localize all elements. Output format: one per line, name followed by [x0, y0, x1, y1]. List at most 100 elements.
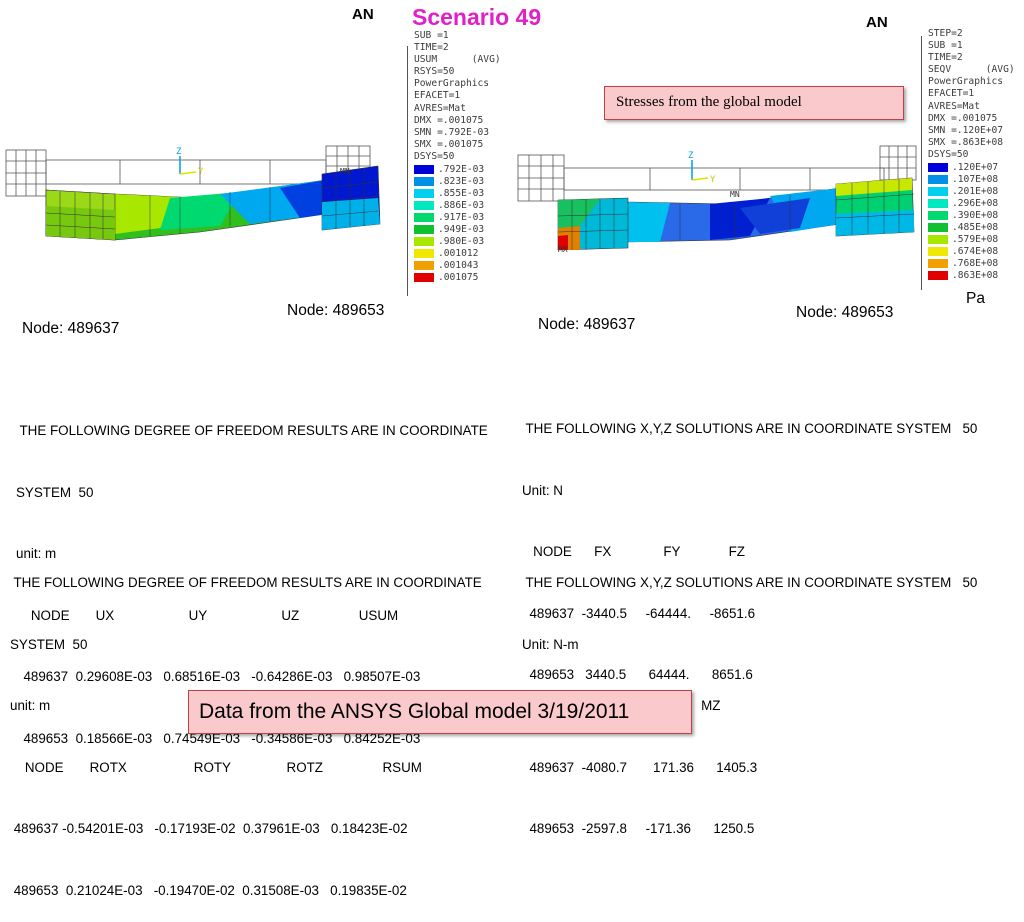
right-legend-row: .120E+07	[928, 161, 1015, 173]
right-legend-swatch	[928, 174, 948, 184]
left-plot-divider	[407, 46, 408, 296]
node-label-left-489653: Node: 489653	[287, 302, 385, 319]
right-legend-swatch	[928, 198, 948, 208]
dof-translation-block: THE FOLLOWING DEGREE OF FREEDOM RESULTS …	[16, 380, 488, 770]
left-plot-panel: Z Y MN SUB =1 TIME=2 USUM (AVG) RSYS=50 …	[0, 28, 520, 296]
left-info-line: USUM (AVG)	[414, 54, 501, 66]
left-legend-label: .001012	[438, 248, 479, 260]
right-legend-row: .107E+08	[928, 173, 1015, 185]
right-info-line: TIME=2	[928, 52, 963, 64]
left-legend-swatch	[414, 200, 434, 210]
footer-note-box: Data from the ANSYS Global model 3/19/20…	[188, 690, 692, 734]
left-info-line: DMX =.001075	[414, 114, 484, 126]
stress-note-text: Stresses from the global model	[616, 94, 802, 110]
right-plot-divider	[921, 36, 922, 290]
force-solution-row: 489653 3440.5 64444. 8651.6	[522, 667, 753, 682]
left-legend-row: .823E-03	[414, 175, 501, 187]
right-legend-swatch	[928, 247, 948, 257]
force-solution-block: THE FOLLOWING X,Y,Z SOLUTIONS ARE IN COO…	[522, 378, 977, 706]
left-legend-label: .855E-03	[438, 187, 485, 199]
left-legend-row: .792E-03	[414, 163, 501, 175]
left-legend-row: .980E-03	[414, 236, 501, 248]
right-info-line: AVRES=Mat	[928, 100, 980, 112]
right-info-line: EFACET=1	[928, 88, 975, 100]
left-axis-y-label: Y	[198, 167, 204, 177]
left-legend-swatch	[414, 273, 434, 283]
ansys-logo-text: AN	[866, 14, 888, 31]
left-info-line: TIME=2	[414, 42, 449, 54]
moment-solution-unit: Unit: N-m	[522, 636, 579, 652]
right-legend-label: .863E+08	[952, 270, 999, 282]
dof-translation-header: NODE UX UY UZ USUM	[16, 607, 399, 623]
left-legend-row: .001012	[414, 248, 501, 260]
left-legend-row: .949E-03	[414, 224, 501, 236]
right-legend-swatch	[928, 235, 948, 245]
force-solution-header: NODE FX FY FZ	[522, 544, 745, 559]
left-legend-label: .823E-03	[438, 175, 485, 187]
left-plot-info: SUB =1 TIME=2 USUM (AVG) RSYS=50 PowerGr…	[414, 30, 501, 284]
right-legend-label: .107E+08	[952, 173, 999, 185]
left-legend-row: .001043	[414, 260, 501, 272]
force-solution-row: 489637 -3440.5 -64444. -8651.6	[522, 605, 756, 621]
left-legend-swatch	[414, 188, 434, 198]
ansys-logo-text: AN	[352, 6, 374, 23]
right-legend-swatch	[928, 162, 948, 172]
dof-rotation-row: 489653 0.21024E-03 -0.19470E-02 0.31508E…	[10, 882, 407, 898]
left-legend-label: .001075	[438, 272, 479, 284]
left-info-line: SMX =.001075	[414, 138, 484, 150]
right-legend-label: .201E+08	[952, 185, 999, 197]
right-info-line: SUB =1	[928, 40, 963, 52]
right-info-line: SMN =.120E+07	[928, 124, 1004, 136]
left-legend-row: .855E-03	[414, 187, 501, 199]
left-info-line: EFACET=1	[414, 90, 461, 102]
left-axis-z-label: Z	[176, 147, 182, 157]
right-axis-y-label: Y	[710, 175, 716, 185]
left-legend-label: .980E-03	[438, 236, 485, 248]
dof-translation-row: 489653 0.18566E-03 0.74549E-03 -0.34586E…	[16, 730, 421, 746]
stress-unit-label: Pa	[966, 290, 985, 307]
right-info-line: DMX =.001075	[928, 112, 998, 124]
right-legend-row: .674E+08	[928, 246, 1015, 258]
right-info-line: DSYS=50	[928, 148, 969, 160]
right-legend-label: .579E+08	[952, 234, 999, 246]
right-mx-marker: MX	[558, 245, 568, 254]
dof-translation-row: 489637 0.29608E-03 0.68516E-03 -0.64286E…	[16, 669, 421, 684]
left-legend-swatch	[414, 249, 434, 259]
left-legend-label: .001043	[438, 260, 479, 272]
left-legend-label: .886E-03	[438, 199, 485, 211]
right-legend-row: .768E+08	[928, 258, 1015, 270]
right-legend-row: .296E+08	[928, 197, 1015, 209]
right-legend-label: .296E+08	[952, 197, 999, 209]
ansys-logo-left: AN	[352, 6, 374, 23]
right-legend-swatch	[928, 223, 948, 233]
right-legend-swatch	[928, 186, 948, 196]
left-legend-label: .792E-03	[438, 163, 485, 175]
left-info-line: DSYS=50	[414, 150, 455, 162]
right-legend-label: .390E+08	[952, 209, 999, 221]
dof-rotation-unit: unit: m	[10, 698, 51, 713]
ansys-logo-right: AN	[866, 14, 888, 31]
left-info-line: SMN =.792E-03	[414, 126, 490, 138]
force-solution-heading: THE FOLLOWING X,Y,Z SOLUTIONS ARE IN COO…	[522, 421, 978, 436]
left-contour-legend: .792E-03.823E-03.855E-03.886E-03.917E-03…	[414, 163, 501, 284]
right-plot-info: STEP=2 SUB =1 TIME=2 SEQV (AVG) PowerGra…	[928, 28, 1015, 282]
left-mn-marker: MN	[340, 167, 350, 176]
left-info-line: RSYS=50	[414, 66, 455, 78]
dof-rotation-row: 489637 -0.54201E-03 -0.17193E-02 0.37961…	[10, 821, 408, 836]
right-info-line: SMX =.863E+08	[928, 136, 1004, 148]
right-model-graphic: Z Y MN MX	[517, 145, 917, 254]
right-legend-row: .485E+08	[928, 222, 1015, 234]
right-legend-swatch	[928, 210, 948, 220]
right-legend-label: .674E+08	[952, 246, 999, 258]
left-model-graphic: Z Y MN	[5, 145, 381, 241]
node-label-left-489637: Node: 489637	[22, 320, 120, 337]
left-legend-swatch	[414, 225, 434, 235]
node-label-right-489653: Node: 489653	[796, 304, 894, 321]
right-legend-row: .201E+08	[928, 185, 1015, 197]
stress-note-box: Stresses from the global model	[604, 86, 904, 120]
dof-translation-heading: THE FOLLOWING DEGREE OF FREEDOM RESULTS …	[16, 423, 488, 438]
right-info-line: SEQV (AVG)	[928, 64, 1015, 76]
right-legend-swatch	[928, 271, 948, 281]
footer-note-text: Data from the ANSYS Global model 3/19/20…	[199, 700, 630, 723]
left-legend-swatch	[414, 164, 434, 174]
